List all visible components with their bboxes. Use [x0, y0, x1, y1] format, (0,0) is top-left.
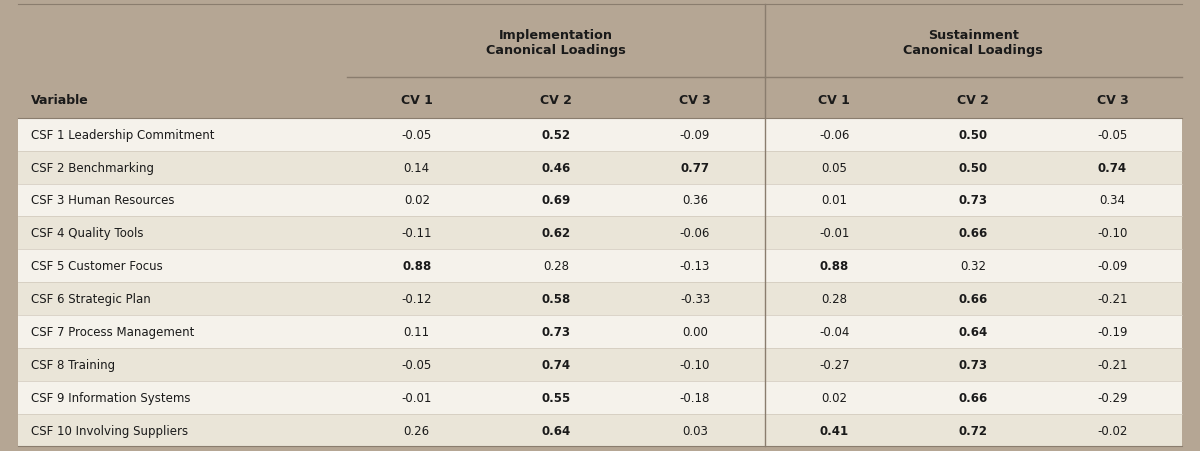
Bar [18, 82, 1182, 119]
Bar [18, 119, 1182, 152]
Text: 0.88: 0.88 [402, 260, 431, 272]
Text: 0.64: 0.64 [959, 325, 988, 338]
Text: 0.52: 0.52 [541, 129, 570, 142]
Text: 0.28: 0.28 [821, 292, 847, 305]
Bar [18, 348, 1182, 381]
Text: 0.02: 0.02 [821, 391, 847, 404]
Bar [18, 250, 1182, 282]
Bar [18, 381, 1182, 414]
Text: 0.72: 0.72 [959, 423, 988, 437]
Text: CSF 5 Customer Focus: CSF 5 Customer Focus [31, 260, 163, 272]
Text: -0.33: -0.33 [680, 292, 710, 305]
Bar [18, 315, 1182, 348]
Bar [18, 5, 1182, 82]
Text: -0.11: -0.11 [402, 227, 432, 240]
Bar [18, 217, 1182, 250]
Text: 0.28: 0.28 [542, 260, 569, 272]
Text: 0.41: 0.41 [820, 423, 848, 437]
Text: -0.21: -0.21 [1097, 292, 1128, 305]
Text: -0.06: -0.06 [818, 129, 850, 142]
Text: -0.12: -0.12 [402, 292, 432, 305]
Text: 0.32: 0.32 [960, 260, 986, 272]
Text: -0.09: -0.09 [680, 129, 710, 142]
Text: CV 1: CV 1 [401, 94, 433, 107]
Text: 0.74: 0.74 [1098, 161, 1127, 174]
Text: 0.64: 0.64 [541, 423, 570, 437]
Text: 0.50: 0.50 [959, 161, 988, 174]
Text: CV 3: CV 3 [679, 94, 710, 107]
Text: CSF 10 Involving Suppliers: CSF 10 Involving Suppliers [31, 423, 188, 437]
Text: 0.62: 0.62 [541, 227, 570, 240]
Text: -0.05: -0.05 [402, 358, 432, 371]
Text: 0.46: 0.46 [541, 161, 570, 174]
Text: -0.10: -0.10 [680, 358, 710, 371]
Text: -0.19: -0.19 [1097, 325, 1128, 338]
Text: -0.29: -0.29 [1097, 391, 1128, 404]
Text: CV 1: CV 1 [818, 94, 850, 107]
Text: -0.18: -0.18 [680, 391, 710, 404]
Text: -0.04: -0.04 [818, 325, 850, 338]
Bar [18, 184, 1182, 217]
Text: -0.10: -0.10 [1097, 227, 1128, 240]
Text: 0.36: 0.36 [682, 194, 708, 207]
Text: CSF 3 Human Resources: CSF 3 Human Resources [31, 194, 175, 207]
Text: CSF 9 Information Systems: CSF 9 Information Systems [31, 391, 191, 404]
Text: -0.01: -0.01 [402, 391, 432, 404]
Text: 0.26: 0.26 [403, 423, 430, 437]
Bar [18, 414, 1182, 446]
Text: 0.34: 0.34 [1099, 194, 1126, 207]
Text: CSF 2 Benchmarking: CSF 2 Benchmarking [31, 161, 154, 174]
Text: 0.50: 0.50 [959, 129, 988, 142]
Text: 0.66: 0.66 [959, 391, 988, 404]
Text: Implementation
Canonical Loadings: Implementation Canonical Loadings [486, 29, 625, 57]
Text: -0.27: -0.27 [818, 358, 850, 371]
Text: 0.14: 0.14 [403, 161, 430, 174]
Text: 0.02: 0.02 [403, 194, 430, 207]
Bar [18, 152, 1182, 184]
Text: CV 2: CV 2 [540, 94, 572, 107]
Text: 0.73: 0.73 [959, 358, 988, 371]
Text: Sustainment
Canonical Loadings: Sustainment Canonical Loadings [904, 29, 1043, 57]
Text: CSF 6 Strategic Plan: CSF 6 Strategic Plan [31, 292, 151, 305]
Text: CSF 7 Process Management: CSF 7 Process Management [31, 325, 194, 338]
Text: 0.55: 0.55 [541, 391, 570, 404]
Text: -0.02: -0.02 [1097, 423, 1128, 437]
Text: 0.58: 0.58 [541, 292, 570, 305]
Text: CV 2: CV 2 [958, 94, 989, 107]
Text: -0.09: -0.09 [1097, 260, 1128, 272]
Text: CSF 1 Leadership Commitment: CSF 1 Leadership Commitment [31, 129, 215, 142]
Text: 0.73: 0.73 [959, 194, 988, 207]
Text: 0.05: 0.05 [821, 161, 847, 174]
Text: -0.01: -0.01 [818, 227, 850, 240]
Text: CSF 4 Quality Tools: CSF 4 Quality Tools [31, 227, 144, 240]
Text: 0.66: 0.66 [959, 227, 988, 240]
Text: 0.73: 0.73 [541, 325, 570, 338]
Text: CV 3: CV 3 [1097, 94, 1128, 107]
Text: 0.77: 0.77 [680, 161, 709, 174]
Text: 0.03: 0.03 [682, 423, 708, 437]
Text: 0.66: 0.66 [959, 292, 988, 305]
Text: CSF 8 Training: CSF 8 Training [31, 358, 115, 371]
Text: 0.01: 0.01 [821, 194, 847, 207]
Text: 0.11: 0.11 [403, 325, 430, 338]
Text: -0.05: -0.05 [402, 129, 432, 142]
Text: -0.13: -0.13 [680, 260, 710, 272]
Text: 0.69: 0.69 [541, 194, 570, 207]
Text: 0.74: 0.74 [541, 358, 570, 371]
Text: 0.88: 0.88 [820, 260, 848, 272]
Bar [18, 282, 1182, 315]
Text: 0.00: 0.00 [682, 325, 708, 338]
Text: Variable: Variable [31, 94, 89, 107]
Text: -0.06: -0.06 [680, 227, 710, 240]
Text: -0.21: -0.21 [1097, 358, 1128, 371]
Text: -0.05: -0.05 [1097, 129, 1128, 142]
